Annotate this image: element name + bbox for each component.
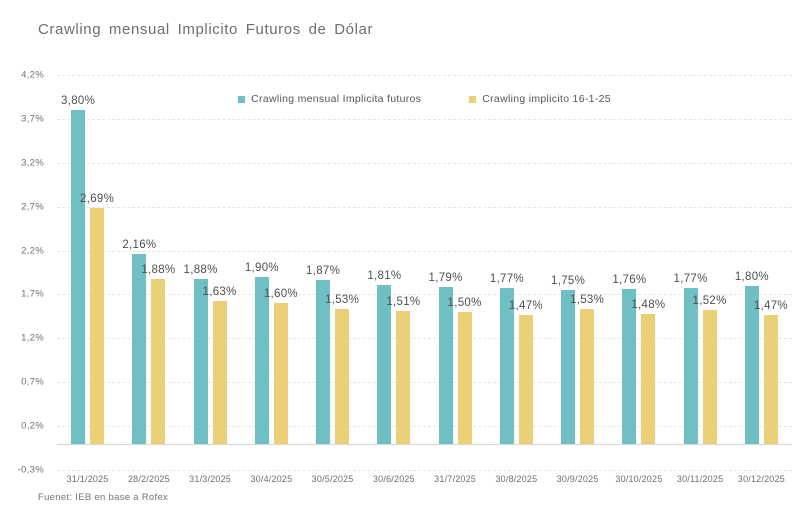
legend-item-series1: Crawling mensual Implicita futuros xyxy=(238,93,421,105)
y-tick-label: 1,7% xyxy=(21,288,44,300)
bar-value-label: 1,88% xyxy=(183,263,218,276)
bar-series1-11 xyxy=(744,285,759,444)
x-tick-label: 30/11/2025 xyxy=(676,474,724,484)
x-tick-label: 30/4/2025 xyxy=(250,474,293,484)
gridline xyxy=(57,206,792,208)
bar-series2-6 xyxy=(457,312,472,444)
y-tick-label: 1,2% xyxy=(21,332,44,344)
x-axis: 31/1/2025 28/2/2025 31/3/2025 30/4/2025 30/5… xyxy=(57,474,792,488)
y-tick-label: 4,2% xyxy=(21,69,44,81)
gridline xyxy=(57,294,792,296)
bar-value-label: 1,48% xyxy=(631,298,666,311)
y-axis: 4,2% 3,7% 3,2% 2,7% 2,2% 1,7% 1,2% 0,7% 0,2% -0,3… xyxy=(0,70,48,476)
bar-series2-11 xyxy=(763,314,778,444)
bar-value-label: 1,80% xyxy=(734,270,769,283)
gridline xyxy=(57,338,792,340)
x-tick-label: 30/9/2025 xyxy=(556,474,599,484)
bar-series2-2 xyxy=(212,300,227,444)
bar-series2-9 xyxy=(641,313,656,444)
gridline xyxy=(57,426,792,428)
bar-series1-4 xyxy=(316,279,331,444)
x-tick-label: 30/5/2025 xyxy=(311,474,354,484)
bar-value-label: 1,75% xyxy=(551,275,586,288)
legend-swatch-icon xyxy=(238,95,246,103)
bar-value-label: 1,51% xyxy=(386,296,421,309)
bar-value-label: 1,53% xyxy=(570,294,605,307)
legend-item-series2: Crawling implicito 16-1-25 xyxy=(469,93,611,105)
y-tick-label: -0,3% xyxy=(17,464,44,476)
gridline xyxy=(57,118,792,120)
bar-series1-6 xyxy=(438,286,453,444)
legend-label: Crawling implicito 16-1-25 xyxy=(482,93,611,105)
bar-series1-8 xyxy=(561,290,576,444)
bar-value-label: 1,77% xyxy=(489,273,524,286)
bar-series1-0 xyxy=(71,110,86,444)
bar-value-label: 1,87% xyxy=(306,264,341,277)
bar-series1-9 xyxy=(622,289,637,444)
chart-title: Crawling mensual Implicito Futuros de Dó… xyxy=(38,21,374,38)
x-tick-label: 30/10/2025 xyxy=(615,474,663,484)
bar-series2-8 xyxy=(580,309,595,444)
x-tick-label: 30/8/2025 xyxy=(495,474,538,484)
y-tick-label: 0,2% xyxy=(21,420,44,432)
gridline xyxy=(57,250,792,252)
legend-label: Crawling mensual Implicita futuros xyxy=(251,93,422,105)
bar-series2-3 xyxy=(273,303,288,444)
bar-value-label: 1,90% xyxy=(244,261,279,274)
y-tick-label: 2,7% xyxy=(21,201,44,213)
bar-value-label: 1,81% xyxy=(367,269,402,282)
plot-area: 3,80% 2,69% 2,16% 1,88% 1,88% 1,63% 1,90% 1,60%… xyxy=(57,75,792,471)
gridline xyxy=(57,470,792,471)
bar-value-label: 1,88% xyxy=(141,263,176,276)
legend-swatch-icon xyxy=(469,95,477,103)
bar-series2-7 xyxy=(518,314,533,444)
zero-baseline xyxy=(57,443,792,445)
bar-series2-10 xyxy=(702,310,717,444)
x-tick-label: 31/7/2025 xyxy=(434,474,477,484)
bar-series1-3 xyxy=(254,276,269,444)
x-tick-label: 30/6/2025 xyxy=(372,474,415,484)
bar-value-label: 1,77% xyxy=(673,273,708,286)
bar-value-label: 1,47% xyxy=(508,299,543,312)
bar-series2-1 xyxy=(151,278,166,444)
bar-value-label: 2,69% xyxy=(80,192,115,205)
bar-value-label: 2,16% xyxy=(122,239,157,252)
legend: Crawling mensual Implicita futuros Crawli… xyxy=(57,93,792,105)
x-tick-label: 30/12/2025 xyxy=(737,474,785,484)
bar-series1-1 xyxy=(132,254,147,444)
bar-value-label: 1,76% xyxy=(612,274,647,287)
source-note: Fuenet: IEB en base a Rofex xyxy=(38,492,169,503)
bar-value-label: 1,60% xyxy=(263,288,298,301)
y-tick-label: 0,7% xyxy=(21,376,44,388)
gridline xyxy=(57,162,792,164)
y-tick-label: 3,7% xyxy=(21,113,44,125)
bar-value-label: 1,52% xyxy=(692,295,727,308)
bar-series1-7 xyxy=(499,288,514,444)
bar-series2-0 xyxy=(90,207,105,444)
bar-value-label: 1,79% xyxy=(428,271,463,284)
bar-value-label: 1,47% xyxy=(753,299,788,312)
bar-series1-5 xyxy=(377,284,392,444)
bar-value-label: 1,50% xyxy=(447,297,482,309)
bar-series1-10 xyxy=(683,288,698,444)
y-tick-label: 3,2% xyxy=(21,157,44,169)
gridline xyxy=(57,75,792,76)
bar-series2-4 xyxy=(335,309,350,444)
bar-value-label: 1,53% xyxy=(325,294,360,307)
bar-value-label: 3,80% xyxy=(61,95,96,108)
x-tick-label: 28/2/2025 xyxy=(127,474,170,484)
x-tick-label: 31/3/2025 xyxy=(189,474,232,484)
bar-series2-5 xyxy=(396,311,411,444)
gridline xyxy=(57,382,792,384)
bar-value-label: 1,63% xyxy=(202,285,237,298)
x-tick-label: 31/1/2025 xyxy=(66,474,109,484)
bar-series1-2 xyxy=(193,278,208,444)
y-tick-label: 2,2% xyxy=(21,245,44,257)
